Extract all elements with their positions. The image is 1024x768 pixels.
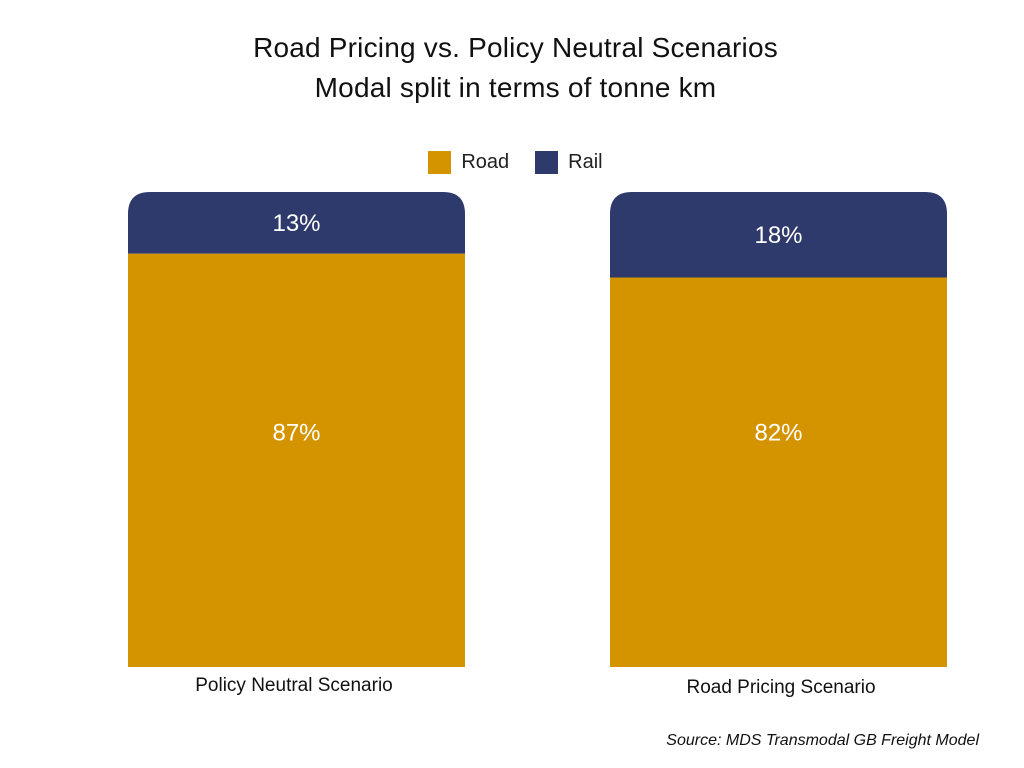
legend-item-rail: Rail [535,151,603,174]
bar-road-0 [128,253,465,667]
data-label-road-0: 87% [272,419,320,446]
legend-label-rail: Rail [568,151,603,173]
data-label-road-1: 82% [754,419,802,446]
data-label-rail-0: 13% [272,210,320,237]
chart-subtitle: Modal split in terms of tonne km [314,72,717,103]
category-label-road-pricing: Road Pricing Scenario [686,677,876,698]
legend-swatch-rail [535,151,559,174]
legend-label-road: Road [461,151,510,173]
chart-title: Road Pricing vs. Policy Neutral Scenario… [253,32,778,63]
bar-rail-0 [128,192,465,254]
legend-swatch-road [428,151,452,174]
bar-road-1 [610,277,947,667]
category-label-policy-neutral: Policy Neutral Scenario [195,675,393,696]
legend-item-road: Road [428,151,509,174]
legend: Road Rail [0,151,1024,174]
source-note: Source: MDS Transmodal GB Freight Model [666,732,979,749]
data-label-rail-1: 18% [754,222,802,249]
bar-rail-1 [610,192,947,278]
